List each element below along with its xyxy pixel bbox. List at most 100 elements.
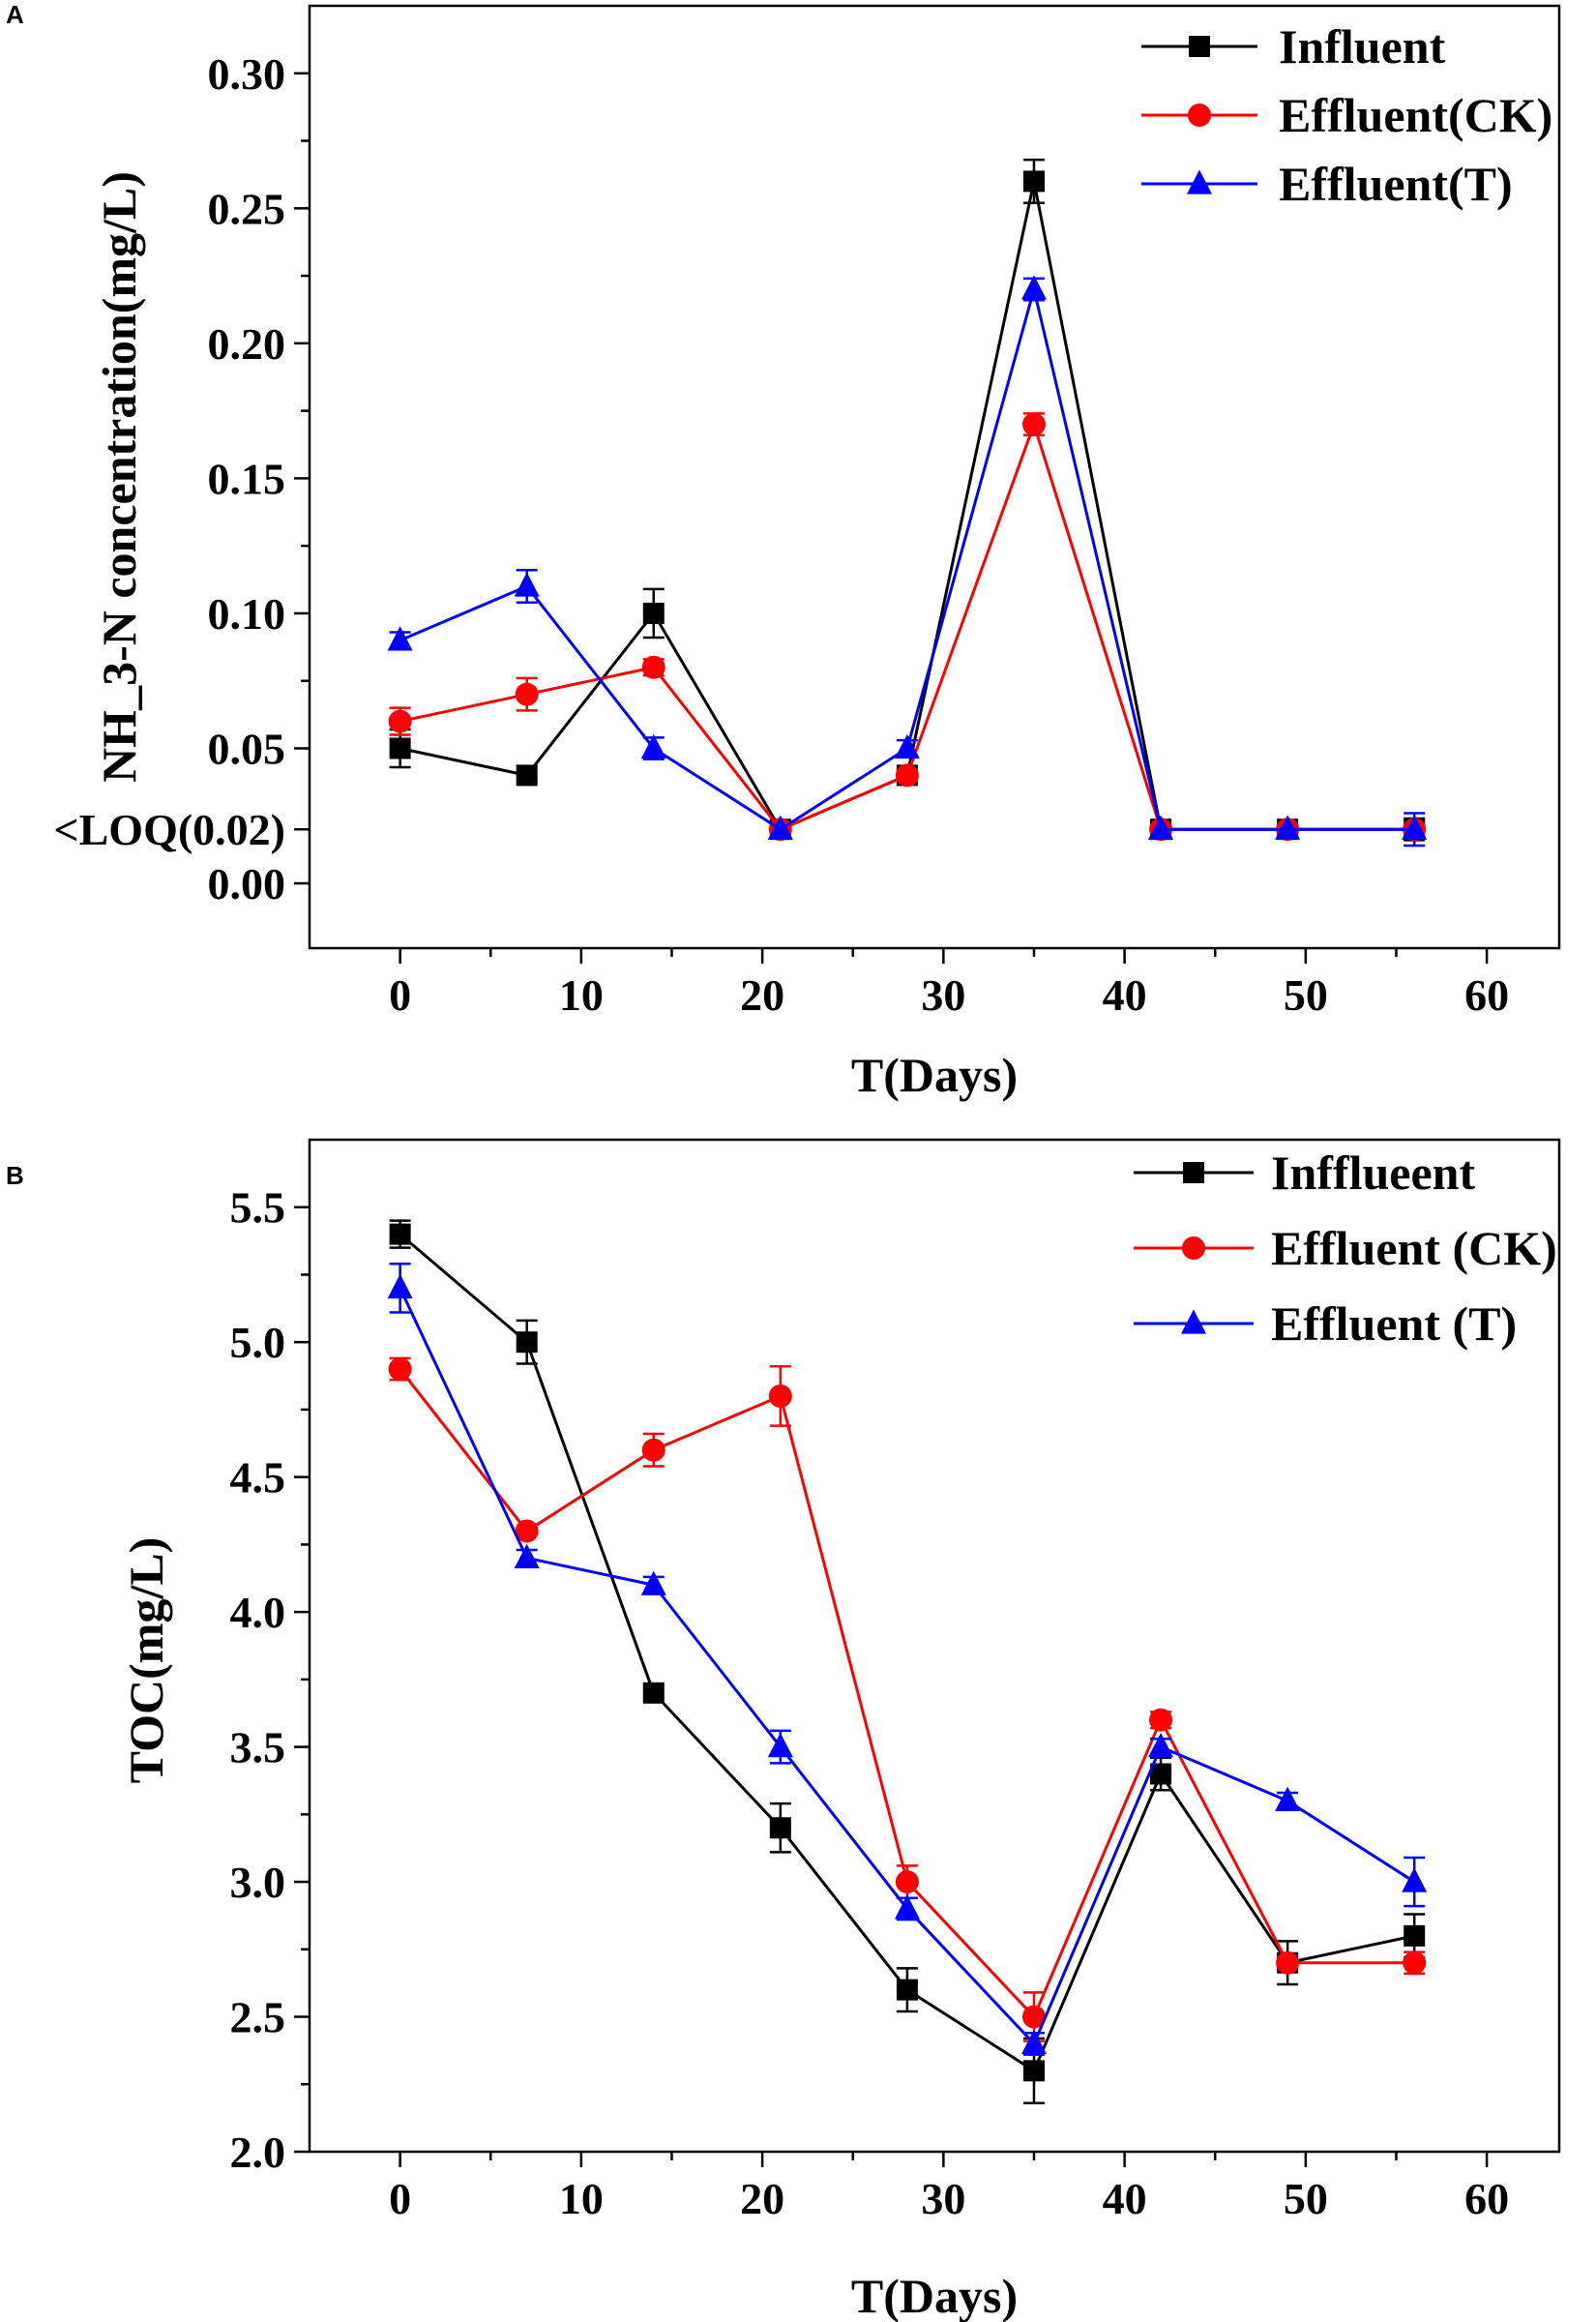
panel-b-data-point: [387, 1273, 413, 1299]
panel-a-data-point: [1021, 412, 1046, 436]
panel-a-y-tick-label: 0.00: [208, 859, 286, 908]
panel-a-legend-marker: [1187, 169, 1212, 194]
panel-b-data-point: [1276, 1950, 1300, 1975]
panel-b-y-ticks: 2.0 2.5 3.0 3.5 4.0 4.5 5.0 5.5: [230, 1183, 310, 2177]
panel-b-series-1: [389, 1219, 1426, 2105]
panel-b-x-tick-label: 20: [740, 2174, 784, 2223]
panel-b-data-point: [516, 1331, 538, 1354]
panel-a-series-2: [388, 412, 1427, 842]
panel-b-data-point: [389, 1223, 411, 1245]
panel-a-chart: A 0 10 20 30 40 50 60 0.00<LOQ(0.02)0.050.100.…: [6, 0, 1561, 1102]
panel-a-legend-marker: [1188, 104, 1211, 127]
panel-b-series-3: [387, 1263, 1428, 2056]
panel-b-y-tick-label: 5.0: [230, 1318, 286, 1367]
panel-b-x-tick-label: 30: [921, 2174, 965, 2223]
panel-b-y-tick-label: 3.5: [230, 1723, 286, 1772]
panel-b-x-ticks: 0 10 20 30 40 50 60: [389, 2152, 1509, 2223]
panel-a-series: [387, 158, 1428, 848]
panel-a-data-point: [1022, 170, 1045, 193]
panel-b-data-point: [1021, 2005, 1046, 2029]
panel-a-legend-item: Effluent(T): [1141, 157, 1513, 211]
panel-b-data-point: [515, 1519, 539, 1543]
panel-b-data-point: [767, 1732, 793, 1758]
panel-a-x-tick-label: 30: [921, 970, 965, 1020]
panel-a-data-point: [641, 655, 665, 679]
panel-a-y-tick-label: <LOQ(0.02): [53, 805, 285, 854]
panel-b-y-tick-label: 2.5: [230, 1993, 286, 2042]
panel-a-x-tick-label: 20: [740, 970, 784, 1020]
panel-b-data-point: [641, 1438, 665, 1462]
panel-a-data-point: [516, 764, 538, 787]
panel-a-data-point: [1148, 815, 1174, 840]
panel-b-legend-marker: [1183, 1162, 1204, 1183]
panel-a-x-tick-label: 40: [1103, 970, 1147, 1020]
panel-b-y-tick-label: 2.0: [230, 2128, 286, 2177]
panel-a-series-line: [399, 181, 1415, 832]
panel-a-data-point: [389, 737, 411, 759]
panel-a-y-axis-title: NH_3-N concentration(mg/L): [92, 171, 146, 783]
panel-b-data-point: [894, 1894, 920, 1920]
panel-b-x-tick-label: 10: [559, 2174, 604, 2223]
panel-b-y-tick-label: 4.5: [230, 1453, 286, 1503]
panel-a-data-point: [640, 733, 666, 759]
panel-b-x-tick-label: 0: [389, 2174, 411, 2223]
panel-a-letter: A: [6, 0, 24, 29]
panel-b-legend-item: Infflueent: [1134, 1146, 1475, 1200]
panel-a-x-tick-label: 10: [559, 970, 604, 1020]
panel-b-x-tick-label: 40: [1103, 2174, 1147, 2223]
panel-b-legend-item: Effluent (T): [1134, 1296, 1517, 1351]
panel-a-legend: Influent Effluent(CK) Effluent(T): [1141, 19, 1552, 211]
panel-b-legend-marker: [1181, 1309, 1206, 1334]
panel-b-letter: B: [6, 1161, 24, 1190]
panel-a-legend-marker: [1189, 36, 1210, 57]
panel-b-y-tick-label: 5.5: [230, 1183, 286, 1233]
panel-b-legend-label: Effluent (CK): [1271, 1221, 1557, 1275]
panel-b-legend: Infflueent Effluent (CK) Effluent (T): [1134, 1146, 1557, 1351]
panel-b-data-point: [895, 1870, 919, 1894]
panel-a-x-ticks: 0 10 20 30 40 50 60: [389, 948, 1509, 1020]
panel-b-data-point: [1403, 1950, 1427, 1975]
panel-b-data-point: [1148, 1732, 1174, 1758]
panel-b-x-axis-title: T(Days): [851, 2269, 1018, 2322]
panel-a-y-ticks: 0.00 <LOQ(0.02) 0.05 0.10 0.15 0.20 0.25 0.30: [53, 49, 310, 908]
panel-b-data-point: [896, 1979, 918, 2001]
panel-b-data-point: [768, 1384, 792, 1408]
panel-b-series-line: [399, 1233, 1415, 2073]
panel-b-x-tick-label: 50: [1284, 2174, 1328, 2223]
panel-b-series: [387, 1219, 1428, 2105]
panel-a-data-point: [514, 572, 540, 597]
panel-a-legend-label: Influent: [1279, 19, 1446, 74]
panel-b-data-point: [640, 1570, 666, 1595]
panel-b-data-point: [1275, 1786, 1301, 1812]
panel-a-series-3: [387, 275, 1428, 848]
panel-b-data-point: [1022, 2060, 1045, 2082]
panel-b-series-line: [399, 1287, 1416, 2047]
panel-a-data-point: [388, 709, 412, 733]
panel-b-y-tick-label: 3.0: [230, 1858, 286, 1907]
panel-a-y-tick-label: 0.15: [208, 454, 286, 503]
panel-b-y-axis-title: TOC(mg/L): [119, 1537, 173, 1784]
panel-a-y-tick-label: 0.25: [208, 184, 286, 233]
panel-b-series-2: [388, 1356, 1427, 2042]
panel-b-data-point: [1402, 1867, 1428, 1892]
panel-a-y-tick-label: 0.05: [208, 724, 286, 773]
panel-a-data-point: [515, 682, 539, 706]
panel-b-data-point: [642, 1682, 665, 1704]
panel-a-plot-frame: [308, 4, 1561, 950]
panel-b-data-point: [1149, 1708, 1173, 1732]
panel-a-x-tick-label: 50: [1284, 970, 1328, 1020]
panel-b-legend-label: Infflueent: [1271, 1146, 1475, 1200]
panel-b-legend-marker: [1182, 1236, 1205, 1260]
panel-a-legend-label: Effluent(CK): [1279, 88, 1552, 142]
panel-b-data-point: [388, 1357, 412, 1382]
panel-b-legend-item: Effluent (CK): [1134, 1221, 1557, 1275]
panel-a-data-point: [642, 602, 665, 624]
panel-b-data-point: [1020, 2029, 1047, 2055]
panel-a-legend-item: Influent: [1141, 19, 1446, 74]
panel-a-y-tick-label: 0.30: [208, 49, 286, 99]
panel-b-plot-frame: [308, 1138, 1561, 2154]
panel-a-data-point: [1275, 815, 1301, 840]
panel-b-data-point: [1404, 1924, 1426, 1947]
panel-a-data-point: [1020, 275, 1047, 300]
